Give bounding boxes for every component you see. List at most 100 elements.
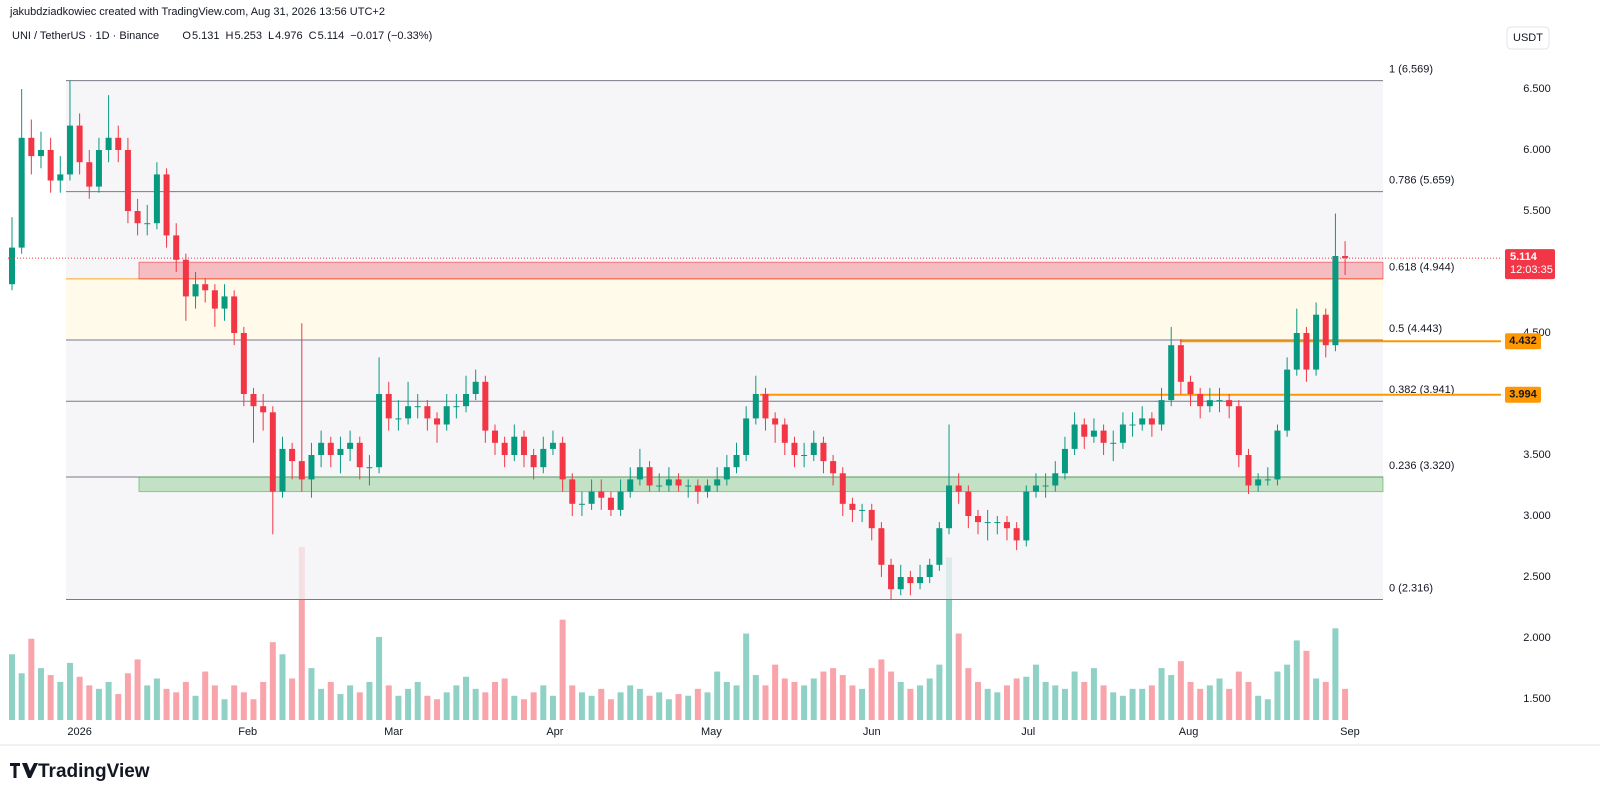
candle-body bbox=[1245, 455, 1252, 486]
volume-bar bbox=[279, 654, 286, 720]
candle-body bbox=[627, 479, 634, 492]
level-box bbox=[1505, 333, 1541, 350]
volume-bar bbox=[202, 671, 209, 720]
candle-body bbox=[95, 150, 102, 187]
y-tick-label: 6.000 bbox=[1523, 144, 1551, 156]
volume-bar bbox=[9, 654, 15, 720]
volume-bar bbox=[646, 695, 653, 720]
volume-bar bbox=[627, 685, 634, 720]
fib-band bbox=[66, 80, 1383, 192]
candle-body bbox=[578, 503, 585, 505]
volume-bar bbox=[907, 688, 914, 720]
volume-bar bbox=[1023, 676, 1030, 720]
volume-bar bbox=[859, 688, 866, 720]
candle-body bbox=[1197, 394, 1204, 407]
candle-body bbox=[1216, 400, 1223, 402]
candle-body bbox=[115, 137, 122, 150]
candle-body bbox=[434, 418, 441, 425]
zone bbox=[138, 261, 1384, 280]
volume-bar bbox=[965, 668, 972, 720]
currency-box[interactable] bbox=[1506, 26, 1550, 50]
last-price-box bbox=[1505, 249, 1555, 280]
candle-body bbox=[520, 436, 527, 455]
fib-label: 0 (2.316) bbox=[1389, 582, 1433, 594]
candle-body bbox=[463, 394, 470, 407]
volume-bar bbox=[1071, 671, 1078, 720]
volume-bar bbox=[1322, 681, 1329, 720]
fib-label: 1 (6.569) bbox=[1389, 63, 1433, 75]
candle-body bbox=[714, 479, 721, 486]
fib-band bbox=[66, 339, 1383, 402]
volume-bar bbox=[260, 681, 267, 720]
volume-bar bbox=[327, 681, 334, 720]
volume-bar bbox=[1274, 671, 1281, 720]
y-tick-label: 2.500 bbox=[1523, 571, 1551, 583]
candle-body bbox=[395, 418, 402, 420]
volume-bar bbox=[366, 681, 373, 720]
volume-bar bbox=[791, 681, 798, 720]
fib-band bbox=[66, 191, 1383, 279]
legend-value: 5.131 bbox=[192, 30, 220, 42]
volume-bar bbox=[115, 694, 122, 720]
volume-bar bbox=[733, 685, 740, 720]
candle-body bbox=[66, 125, 73, 175]
candle-body bbox=[1293, 333, 1300, 370]
volume-bar bbox=[830, 668, 837, 720]
volume-bar bbox=[917, 685, 924, 720]
volume-bar bbox=[1032, 664, 1039, 720]
candle-body bbox=[772, 418, 779, 425]
volume-bar bbox=[424, 695, 431, 720]
candle-body bbox=[830, 461, 837, 474]
candle-body bbox=[994, 522, 1001, 524]
candle-body bbox=[511, 436, 518, 455]
candle-body bbox=[617, 491, 624, 510]
zone bbox=[138, 476, 1384, 493]
candle-body bbox=[327, 442, 334, 455]
candle-body bbox=[1023, 491, 1030, 541]
x-tick-label: Aug bbox=[1179, 726, 1199, 738]
candle-body bbox=[134, 211, 141, 224]
volume-bar bbox=[781, 678, 788, 720]
currency[interactable]: USDT bbox=[1513, 32, 1543, 44]
volume-bar bbox=[18, 673, 25, 720]
volume-bar bbox=[231, 685, 238, 720]
candle-body bbox=[211, 290, 218, 309]
legend-label: H bbox=[225, 30, 233, 42]
volume-bar bbox=[762, 685, 769, 720]
fib-label: 0.5 (4.443) bbox=[1389, 323, 1442, 335]
candle-body bbox=[1100, 430, 1107, 443]
fib-label: 0.236 (3.320) bbox=[1389, 460, 1454, 472]
volume-bar bbox=[47, 675, 54, 720]
volume-bar bbox=[163, 688, 170, 720]
candle-body bbox=[405, 406, 412, 419]
candle-body bbox=[1119, 424, 1126, 443]
candle-body bbox=[482, 381, 489, 431]
volume-bar bbox=[994, 692, 1001, 720]
level-label: 3.994 bbox=[1509, 389, 1537, 401]
candle-body bbox=[202, 284, 209, 291]
volume-bar bbox=[385, 685, 392, 720]
volume-bar bbox=[1061, 688, 1068, 720]
volume-bar bbox=[1313, 678, 1320, 720]
x-tick-label: Jun bbox=[863, 726, 881, 738]
candle-body bbox=[250, 394, 257, 407]
candle-body bbox=[859, 509, 866, 511]
x-tick-label: Feb bbox=[238, 726, 257, 738]
legend-label: L bbox=[268, 30, 274, 42]
candle-body bbox=[801, 455, 808, 456]
candle-body bbox=[810, 442, 817, 455]
level-label: 4.432 bbox=[1509, 335, 1537, 347]
volume-bar bbox=[926, 678, 933, 720]
candle-body bbox=[472, 381, 479, 394]
candle-body bbox=[173, 235, 180, 260]
volume-bar bbox=[540, 685, 547, 720]
candle-body bbox=[1003, 522, 1010, 529]
x-tick-label: 2026 bbox=[67, 726, 91, 738]
volume-bar bbox=[617, 692, 624, 720]
volume-bar bbox=[675, 694, 682, 720]
candle-body bbox=[414, 406, 421, 408]
candle-body bbox=[675, 479, 682, 486]
volume-bar bbox=[598, 688, 605, 720]
volume-bar bbox=[1013, 678, 1020, 720]
